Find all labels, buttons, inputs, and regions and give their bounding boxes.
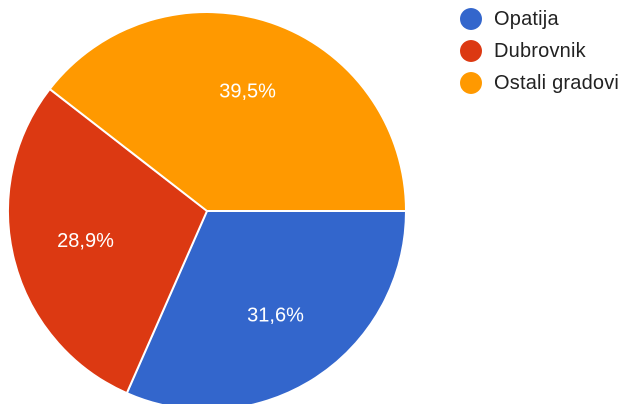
legend-swatch-opatija (460, 8, 482, 30)
legend-item-opatija[interactable]: Opatija (460, 6, 619, 32)
legend-item-ostali-gradovi[interactable]: Ostali gradovi (460, 70, 619, 96)
legend-swatch-ostali-gradovi (460, 72, 482, 94)
pie-slice-opatija[interactable] (125, 210, 408, 404)
pie-label-dubrovnik: 28,9% (57, 230, 114, 252)
legend-swatch-dubrovnik (460, 40, 482, 62)
pie-label-ostali-gradovi: 39,5% (219, 81, 276, 103)
pie-slice-dubrovnik[interactable] (7, 87, 209, 395)
legend: Opatija Dubrovnik Ostali gradovi (460, 6, 619, 96)
legend-label-opatija: Opatija (494, 7, 559, 30)
legend-item-dubrovnik[interactable]: Dubrovnik (460, 38, 619, 64)
legend-label-dubrovnik: Dubrovnik (494, 39, 586, 62)
legend-label-ostali-gradovi: Ostali gradovi (494, 71, 620, 94)
pie-label-opatija: 31,6% (247, 304, 304, 326)
pie-slice-ostali-gradovi[interactable] (48, 11, 408, 212)
